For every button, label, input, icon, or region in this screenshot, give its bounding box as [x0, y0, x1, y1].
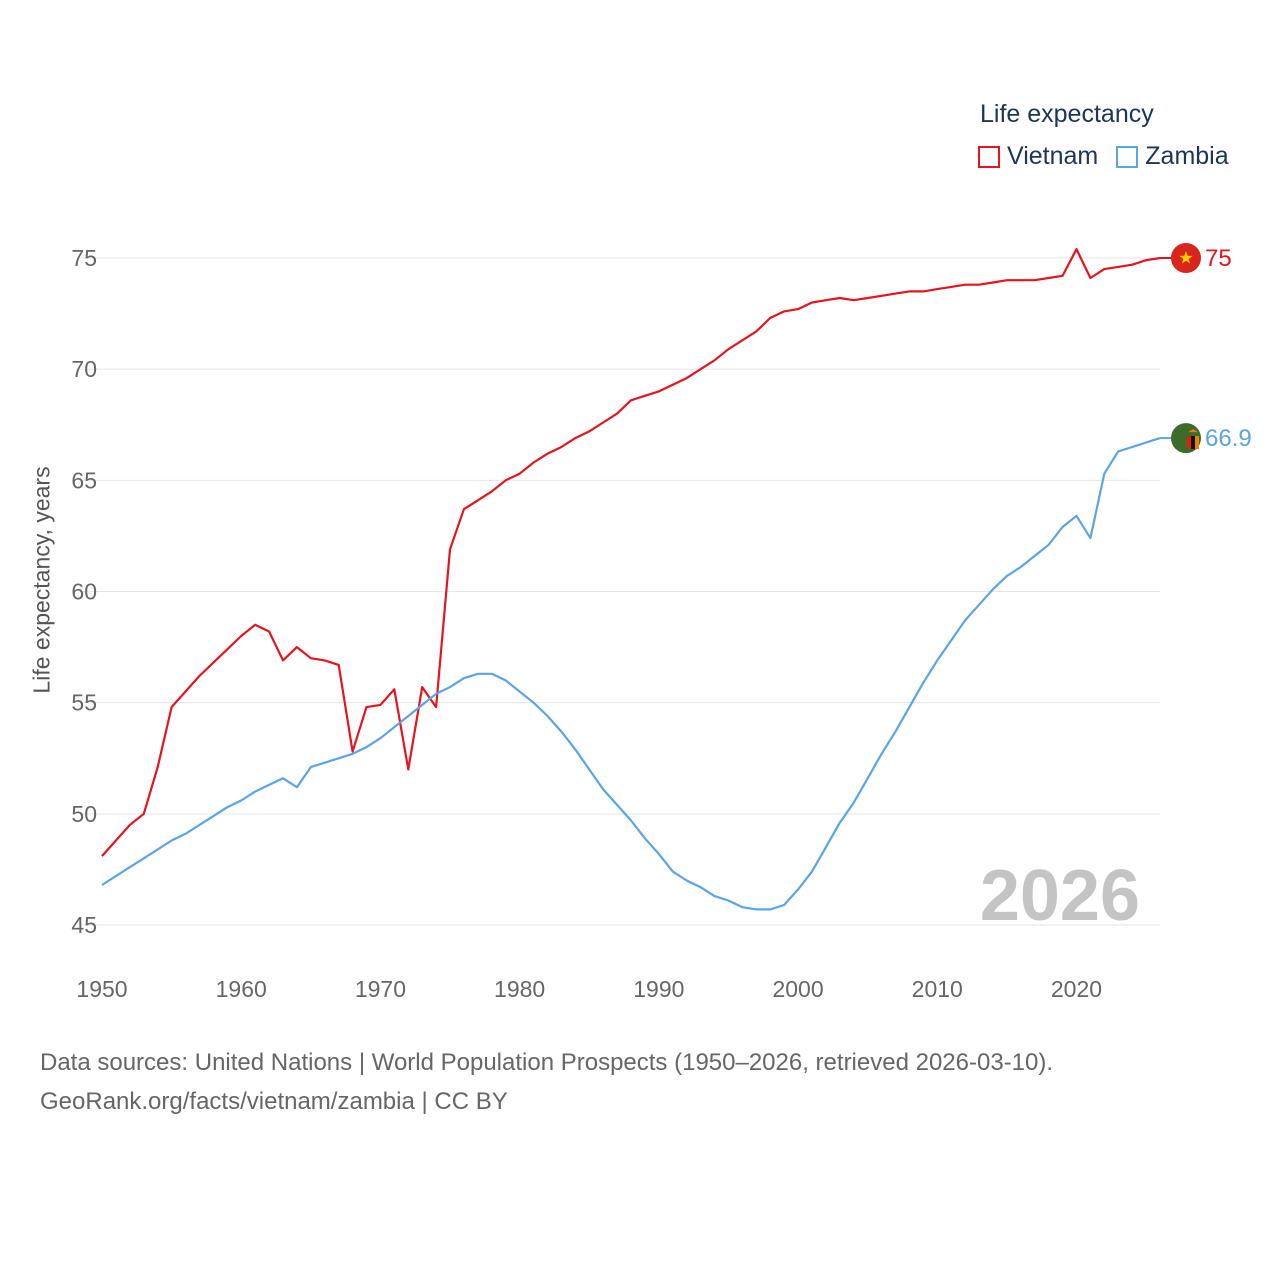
attribution-link[interactable]: GeoRank.org/facts/vietnam/zambia | CC BY	[40, 1088, 508, 1115]
y-tick-label: 70	[71, 356, 97, 382]
x-tick-label: 1960	[216, 976, 267, 1002]
y-axis-label: Life expectancy, years	[28, 466, 55, 694]
legend: Vietnam Zambia	[978, 142, 1247, 171]
vietnam-flag-icon	[1171, 243, 1201, 273]
legend-item-zambia[interactable]: Zambia	[1116, 142, 1229, 171]
footer: Data sources: United Nations | World Pop…	[40, 1043, 1053, 1121]
y-tick-label: 45	[71, 912, 97, 938]
x-tick-label: 2000	[772, 976, 823, 1002]
legend-swatch-zambia	[1116, 145, 1139, 168]
series-line-zambia[interactable]	[101, 437, 1161, 911]
series-line-vietnam[interactable]	[101, 248, 1161, 857]
x-tick-label: 1990	[633, 976, 684, 1002]
gridlines	[80, 257, 1160, 926]
flag-star	[1179, 251, 1193, 264]
x-axis-ticks: 1950 1960 1970 1980 1990 2000 2010 2020	[76, 976, 1102, 1002]
legend-item-vietnam[interactable]: Vietnam	[978, 142, 1098, 171]
flag-stripe-red	[1187, 436, 1191, 450]
end-label-zambia: 66.9	[1205, 425, 1252, 452]
series-end-markers: 75 66.9	[1160, 243, 1252, 454]
x-tick-label: 1980	[494, 976, 545, 1002]
x-tick-label: 2020	[1051, 976, 1102, 1002]
x-tick-label: 2010	[912, 976, 963, 1002]
y-axis-ticks: 45 50 55 60 65 70 75	[71, 245, 97, 938]
y-tick-label: 50	[71, 801, 97, 827]
data-sources: Data sources: United Nations | World Pop…	[40, 1049, 1054, 1076]
series-lines	[101, 248, 1161, 911]
flag-eagle	[1188, 429, 1198, 433]
x-tick-label: 1950	[76, 976, 127, 1002]
legend-label-zambia: Zambia	[1145, 142, 1229, 170]
end-label-vietnam: 75	[1205, 245, 1232, 272]
legend-title: Life expectancy	[980, 100, 1154, 128]
y-tick-label: 55	[71, 690, 97, 716]
flag-stripe-black	[1191, 436, 1195, 450]
flag-stripe-orange	[1195, 436, 1199, 450]
y-tick-label: 65	[71, 467, 97, 493]
year-watermark: 2026	[980, 856, 1140, 936]
y-tick-label: 60	[71, 579, 97, 605]
x-tick-label: 1970	[355, 976, 406, 1002]
zambia-flag-icon	[1171, 423, 1201, 454]
y-tick-label: 75	[71, 245, 97, 271]
legend-swatch-vietnam	[978, 145, 1000, 168]
legend-label-vietnam: Vietnam	[1007, 142, 1099, 170]
